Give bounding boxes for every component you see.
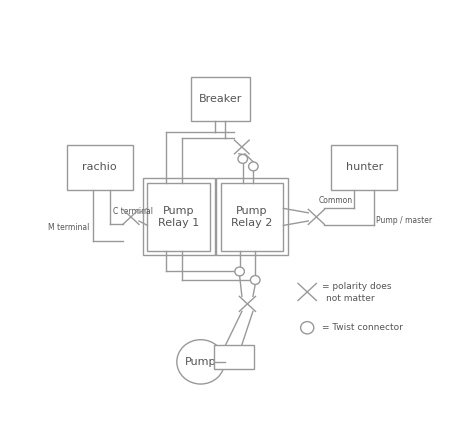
Circle shape (235, 267, 245, 276)
FancyBboxPatch shape (221, 183, 283, 251)
Text: Breaker: Breaker (199, 94, 243, 104)
Circle shape (250, 276, 260, 284)
FancyBboxPatch shape (331, 145, 397, 190)
Text: Pump / master: Pump / master (376, 216, 432, 225)
Text: hunter: hunter (346, 163, 383, 172)
Text: Pump
Relay 2: Pump Relay 2 (231, 206, 273, 228)
Text: Pump: Pump (185, 357, 217, 367)
FancyBboxPatch shape (213, 345, 254, 369)
FancyBboxPatch shape (147, 183, 210, 251)
Text: not matter: not matter (326, 294, 374, 303)
Text: Pump
Relay 1: Pump Relay 1 (158, 206, 199, 228)
FancyBboxPatch shape (191, 77, 250, 121)
Circle shape (248, 162, 258, 171)
Text: C terminal: C terminal (113, 207, 153, 216)
Text: rachio: rachio (82, 163, 117, 172)
Text: Common: Common (318, 196, 352, 205)
Circle shape (177, 340, 225, 384)
Text: M terminal: M terminal (48, 223, 90, 232)
Text: = Twist connector: = Twist connector (322, 323, 403, 332)
Circle shape (301, 322, 314, 334)
FancyBboxPatch shape (66, 145, 133, 190)
Circle shape (238, 155, 247, 163)
Text: = polarity does: = polarity does (322, 282, 392, 291)
